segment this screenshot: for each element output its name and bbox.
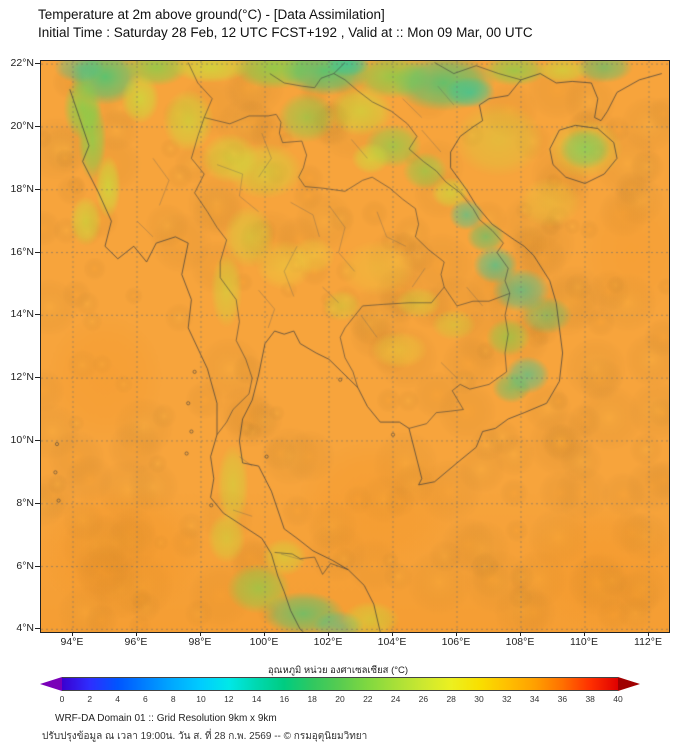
temperature-field-canvas xyxy=(41,61,669,632)
colorbar-right-arrow xyxy=(618,677,640,691)
lat-tick-label: 20°N xyxy=(10,119,34,132)
lat-tick-mark xyxy=(35,188,40,190)
lat-tick-mark xyxy=(35,439,40,441)
lon-tick-mark xyxy=(648,632,649,636)
lon-tick-mark xyxy=(264,632,265,636)
map-plot-area xyxy=(40,60,670,633)
colorbar-tick-label: 30 xyxy=(474,694,484,704)
colorbar-tick-label: 8 xyxy=(170,694,176,704)
lat-tick-label: 10°N xyxy=(10,433,34,446)
lat-tick-mark xyxy=(35,314,40,316)
lon-tick-label: 96°E xyxy=(124,636,148,648)
lat-tick-label: 14°N xyxy=(10,308,34,321)
colorbar-left-arrow xyxy=(40,677,62,691)
lon-tick-label: 98°E xyxy=(188,636,212,648)
lon-tick-label: 110°E xyxy=(570,636,598,648)
lon-tick-mark xyxy=(136,632,137,636)
lat-tick-label: 18°N xyxy=(10,182,34,195)
colorbar-tick-label: 14 xyxy=(251,694,262,704)
lon-tick-mark xyxy=(328,632,329,636)
lat-tick-label: 6°N xyxy=(16,559,34,572)
figure-subtitle: Initial Time : Saturday 28 Feb, 12 UTC F… xyxy=(38,25,533,40)
lat-tick-label: 16°N xyxy=(10,245,34,258)
lon-tick-label: 94°E xyxy=(60,636,84,648)
colorbar-tick-label: 32 xyxy=(502,694,512,704)
colorbar-gradient xyxy=(62,677,618,691)
lon-tick-mark xyxy=(200,632,201,636)
colorbar-tick-label: 16 xyxy=(279,694,290,704)
colorbar-tick-label: 2 xyxy=(87,694,93,704)
lon-tick-mark xyxy=(456,632,457,636)
colorbar-tick-label: 12 xyxy=(224,694,234,704)
lat-tick-mark xyxy=(35,63,40,65)
colorbar-tick-label: 40 xyxy=(613,694,623,704)
lat-tick-mark xyxy=(35,251,40,253)
lat-tick-label: 8°N xyxy=(16,496,34,509)
lat-tick-label: 22°N xyxy=(10,57,34,70)
figure-title: Temperature at 2m above ground(°C) - [Da… xyxy=(38,7,385,22)
lon-tick-label: 104°E xyxy=(377,636,407,648)
lat-tick-mark xyxy=(35,125,40,127)
colorbar-tick-label: 38 xyxy=(585,694,595,704)
colorbar-tick-label: 34 xyxy=(529,694,540,704)
lat-tick-mark xyxy=(35,502,40,504)
colorbar-label: อุณหภูมิ หน่วย องศาเซลเซียส (°C) xyxy=(267,665,409,676)
colorbar-tick-label: 28 xyxy=(446,694,456,704)
colorbar-tick-label: 20 xyxy=(335,694,345,704)
colorbar-tick-label: 24 xyxy=(390,694,401,704)
colorbar xyxy=(40,677,640,691)
lon-tick-mark xyxy=(72,632,73,636)
lat-tick-label: 12°N xyxy=(10,371,34,384)
lon-tick-mark xyxy=(520,632,521,636)
footer-update-info: ปรับปรุงข้อมูล ณ เวลา 19:00น. วัน ส. ที่… xyxy=(42,731,368,742)
lon-tick-label: 112°E xyxy=(634,636,662,648)
lon-tick-mark xyxy=(584,632,585,636)
colorbar-tick-label: 36 xyxy=(557,694,568,704)
colorbar-tick-label: 22 xyxy=(363,694,373,704)
colorbar-tick-label: 4 xyxy=(115,694,120,704)
lon-tick-label: 102°E xyxy=(313,636,343,648)
lon-tick-label: 108°E xyxy=(505,636,535,648)
colorbar-tick-label: 26 xyxy=(418,694,429,704)
lon-tick-label: 100°E xyxy=(249,636,279,648)
lon-tick-mark xyxy=(392,632,393,636)
colorbar-ticks: 0 2 4 6 8 10 12 14 16 18 20 22 24 26 28 30 32 34 36 38 40 xyxy=(0,694,676,706)
colorbar-tick-label: 6 xyxy=(143,694,148,704)
lat-tick-mark xyxy=(35,628,40,630)
colorbar-tick-label: 0 xyxy=(59,694,65,704)
footer-domain-info: WRF-DA Domain 01 :: Grid Resolution 9km … xyxy=(55,713,277,724)
colorbar-tick-label: 18 xyxy=(307,694,317,704)
lat-tick-label: 4°N xyxy=(16,622,34,635)
lon-tick-label: 106°E xyxy=(441,636,471,648)
lat-tick-mark xyxy=(35,565,40,567)
colorbar-tick-label: 10 xyxy=(196,694,206,704)
lat-tick-mark xyxy=(35,377,40,379)
